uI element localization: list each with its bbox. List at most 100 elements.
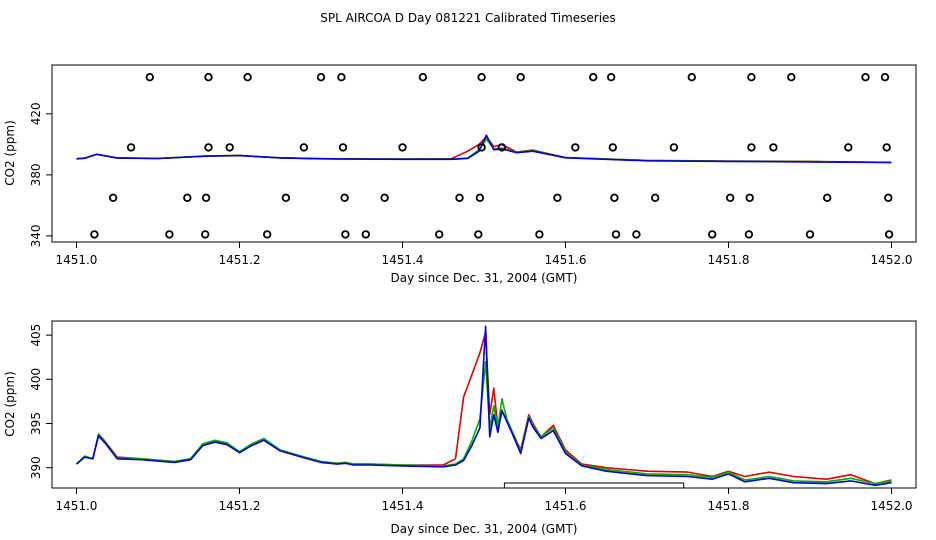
series-blue-line — [76, 134, 892, 164]
x-tick-label: 1451.6 — [545, 253, 587, 267]
x-tick-label: 1451.2 — [218, 499, 260, 513]
reference-point — [611, 230, 621, 239]
reference-point — [200, 230, 210, 239]
reference-point — [608, 143, 617, 152]
bottom-x-axis: 1451.0 1451.2 1451.4 1451.6 1451.8 1452.0 — [55, 488, 913, 513]
bottom-series-group — [75, 325, 892, 487]
reference-point — [337, 72, 346, 82]
x-tick-label: 1451.2 — [218, 253, 260, 267]
top-x-axis-label: Day since Dec. 31, 2004 (GMT) — [391, 271, 578, 285]
reference-point — [455, 193, 464, 202]
reference-point — [497, 143, 507, 152]
reference-point — [225, 143, 234, 152]
top-reference-points — [90, 72, 894, 239]
range-bracket — [503, 482, 685, 488]
reference-point — [669, 143, 679, 152]
y-tick-label: 390 — [29, 456, 43, 479]
reference-point — [553, 193, 562, 202]
reference-point — [90, 230, 99, 239]
reference-point — [204, 143, 213, 152]
top-panel: 1451.0 1451.2 1451.4 1451.6 1451.8 1452.0 340… — [3, 64, 917, 285]
series-blue-line — [75, 325, 892, 487]
reference-point — [687, 72, 696, 82]
top-series-group — [76, 134, 892, 164]
reference-point — [126, 143, 136, 152]
reference-point — [477, 143, 486, 152]
reference-point — [535, 230, 544, 239]
reference-point — [165, 230, 174, 239]
reference-point — [316, 72, 326, 82]
reference-point — [787, 72, 796, 82]
reference-point — [882, 143, 891, 152]
reference-point — [747, 72, 756, 82]
reference-point — [341, 230, 350, 239]
figure-title: SPL AIRCOA D Day 081221 Calibrated Times… — [320, 11, 615, 25]
bottom-plot-frame — [51, 320, 917, 489]
y-tick-label: 420 — [29, 102, 43, 125]
reference-point — [145, 72, 154, 82]
reference-point — [880, 72, 890, 82]
x-tick-label: 1451.6 — [545, 499, 587, 513]
reference-point — [435, 230, 444, 239]
bottom-x-axis-label: Day since Dec. 31, 2004 (GMT) — [391, 522, 578, 536]
reference-point — [805, 230, 815, 239]
bottom-bracket — [503, 482, 685, 488]
reference-point — [844, 143, 853, 152]
reference-point — [398, 143, 407, 152]
reference-point — [823, 193, 832, 202]
top-y-axis-label: CO2 (ppm) — [3, 120, 17, 186]
reference-point — [632, 230, 641, 239]
reference-point — [204, 72, 213, 82]
reference-point — [516, 72, 525, 82]
reference-point — [726, 193, 735, 202]
y-tick-label: 340 — [29, 224, 43, 247]
reference-point — [201, 193, 211, 202]
reference-point — [708, 230, 717, 239]
reference-point — [474, 230, 483, 239]
reference-point — [744, 230, 754, 239]
reference-point — [884, 193, 893, 202]
bottom-panel: 1451.0 1451.2 1451.4 1451.6 1451.8 1452.0 390… — [3, 320, 917, 536]
reference-point — [340, 193, 349, 202]
reference-point — [747, 143, 756, 152]
reference-point — [183, 193, 192, 202]
x-tick-label: 1451.8 — [708, 499, 750, 513]
reference-point — [475, 193, 485, 202]
reference-point — [380, 193, 389, 202]
x-tick-label: 1451.0 — [55, 499, 97, 513]
reference-point — [361, 230, 370, 239]
x-tick-label: 1451.4 — [381, 499, 423, 513]
x-tick-label: 1451.8 — [708, 253, 750, 267]
reference-point — [243, 72, 252, 82]
x-tick-label: 1451.4 — [381, 253, 423, 267]
y-tick-label: 380 — [29, 163, 43, 186]
reference-point — [861, 72, 870, 82]
reference-point — [571, 143, 580, 152]
bottom-y-axis-label: CO2 (ppm) — [3, 371, 17, 437]
top-y-axis: 340 380 420 — [29, 102, 52, 247]
reference-point — [651, 193, 660, 202]
bottom-y-axis: 390 395 400 405 — [29, 324, 52, 479]
top-x-axis: 1451.0 1451.2 1451.4 1451.6 1451.8 1452.0 — [55, 242, 913, 267]
reference-point — [589, 72, 598, 82]
series-green-line — [75, 360, 892, 485]
reference-point — [610, 193, 619, 202]
reference-point — [108, 193, 118, 202]
y-tick-label: 395 — [29, 412, 43, 435]
reference-point — [884, 230, 894, 239]
y-tick-label: 405 — [29, 324, 43, 347]
reference-point — [299, 143, 309, 152]
x-tick-label: 1452.0 — [871, 253, 913, 267]
reference-point — [477, 72, 486, 82]
reference-point — [607, 72, 616, 82]
reference-point — [418, 72, 428, 82]
x-tick-label: 1451.0 — [55, 253, 97, 267]
reference-point — [281, 193, 291, 202]
top-plot-frame — [51, 64, 917, 243]
reference-point — [745, 193, 754, 202]
y-tick-label: 400 — [29, 368, 43, 391]
reference-point — [769, 143, 778, 152]
x-tick-label: 1452.0 — [871, 499, 913, 513]
reference-point — [263, 230, 272, 239]
